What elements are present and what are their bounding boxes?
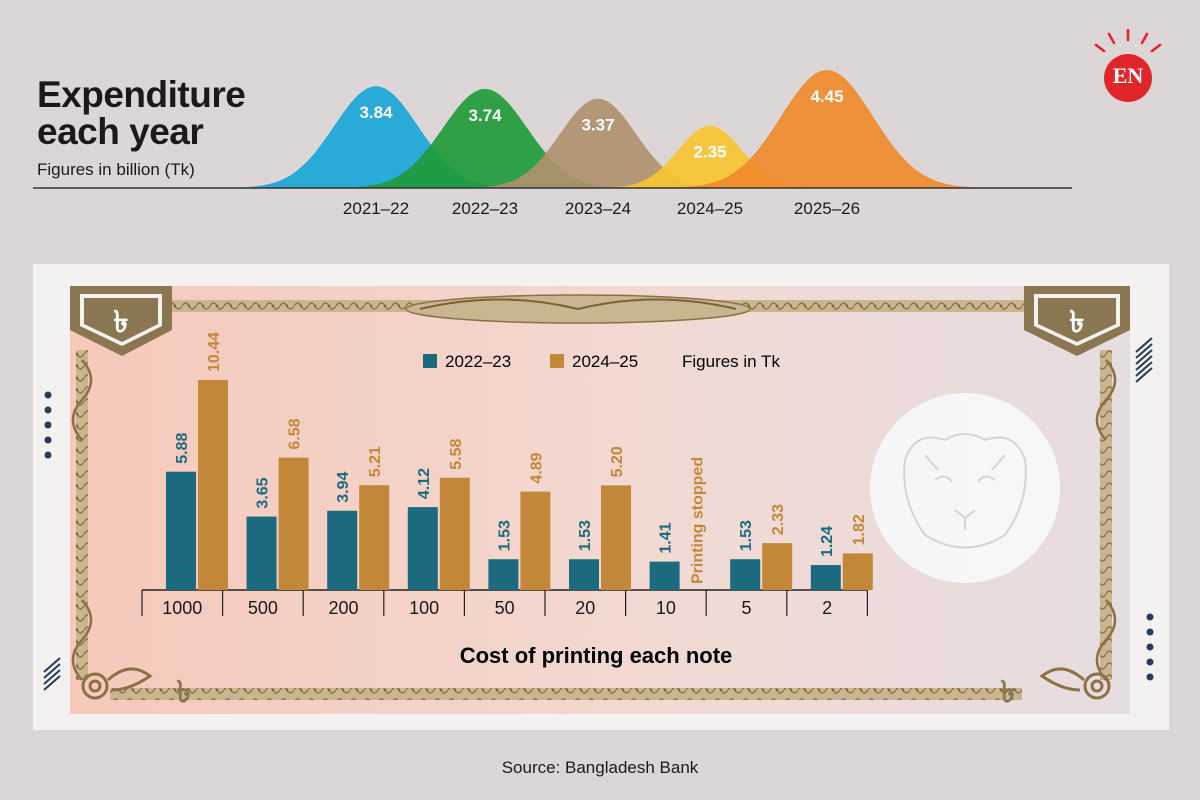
area-hump-2024–25 — [560, 125, 960, 188]
bar-2022-23-2 — [810, 565, 841, 590]
category-label: 1000 — [162, 598, 202, 618]
bar-2022-23-200 — [327, 510, 358, 590]
bar-chart-title: Cost of printing each note — [460, 643, 733, 668]
page-subtitle: Figures in billion (Tk) — [37, 160, 195, 179]
taka-symbol-bottom-right-icon: ৳ — [1001, 676, 1016, 709]
legend-swatch-2024-25 — [550, 354, 564, 368]
area-value-label: 3.74 — [468, 106, 502, 125]
left-border — [76, 350, 88, 680]
dots-right-icon — [1146, 613, 1154, 681]
bar-value-label: 1.53 — [577, 520, 594, 551]
tiger-watermark-icon — [903, 433, 1027, 549]
area-value-label: 2.35 — [693, 143, 726, 162]
area-value-label: 3.37 — [581, 116, 614, 135]
area-value-label: 4.45 — [810, 87, 843, 106]
dots-left-icon — [44, 391, 52, 459]
area-hump-2021–22 — [190, 86, 800, 188]
area-category-label: 2025–26 — [794, 199, 860, 218]
page-title: Expenditure each year — [37, 74, 246, 152]
bar-value-label: 4.12 — [416, 468, 433, 499]
category-label: 10 — [656, 598, 676, 618]
svg-text:৳: ৳ — [1070, 306, 1085, 339]
corner-ornament-bottom-right-icon — [1039, 667, 1111, 700]
bar-value-label: 5.58 — [448, 439, 465, 470]
legend-note: Figures in Tk — [682, 352, 780, 371]
bottom-border — [110, 688, 1022, 700]
bar-2022-23-5 — [730, 559, 761, 590]
area-value-label: 3.84 — [359, 103, 393, 122]
printing-stopped-annotation: Printing stopped — [690, 457, 707, 584]
watermark-circle — [870, 393, 1060, 583]
bar-value-label: 5.21 — [367, 446, 384, 477]
bar-value-label: 1.24 — [819, 526, 836, 557]
bar-value-label: 6.58 — [287, 418, 304, 449]
bar-2022-23-20 — [569, 559, 599, 590]
bar-value-label: 10.44 — [206, 332, 223, 372]
legend: 2022–23 2024–25 Figures in Tk — [423, 352, 780, 371]
sun-rays-icon — [1094, 28, 1162, 102]
area-hump-2025–26 — [600, 70, 1040, 188]
expenditure-area-chart: 3.84 2021–22 3.74 2022–23 3.37 2023–24 2.35 202… — [33, 70, 1072, 218]
bar-value-label: 5.88 — [174, 432, 191, 463]
category-label: 100 — [409, 598, 439, 618]
svg-text:৳: ৳ — [114, 306, 129, 339]
area-category-label: 2023–24 — [565, 199, 631, 218]
category-label: 5 — [741, 598, 751, 618]
area-category-label: 2024–25 — [677, 199, 743, 218]
bar-2024-25-20 — [601, 485, 631, 590]
side-scroll-right-icon — [1095, 359, 1117, 681]
bar-value-label: 1.82 — [851, 514, 868, 545]
category-label: 20 — [575, 598, 595, 618]
bar-value-label: 4.89 — [528, 452, 545, 483]
legend-label-series-1: 2022–23 — [445, 352, 511, 371]
area-category-label: 2022–23 — [452, 199, 518, 218]
bar-2022-23-50 — [488, 559, 519, 590]
logo-text: EN — [1112, 63, 1144, 88]
bar-2024-25-100 — [439, 477, 470, 590]
hatch-left-icon — [43, 657, 61, 691]
bar-2022-23-1000 — [166, 471, 196, 590]
bar-2024-25-200 — [359, 485, 390, 590]
taka-badge-top-right-icon: ৳ — [1024, 286, 1130, 356]
bar-2024-25-500 — [278, 457, 309, 590]
title-line-1: Expenditure — [37, 74, 246, 115]
hatch-right-icon — [1135, 337, 1153, 383]
bar-value-label: 3.65 — [255, 477, 272, 508]
legend-label-series-2: 2024–25 — [572, 352, 638, 371]
ornament-top-icon — [405, 294, 751, 324]
area-hump-2022–23 — [300, 88, 900, 188]
bar-2024-25-5 — [762, 543, 793, 590]
category-label: 50 — [495, 598, 515, 618]
taka-symbol-bottom-left-icon: ৳ — [177, 676, 192, 709]
category-label: 500 — [248, 598, 278, 618]
legend-swatch-2022-23 — [423, 354, 437, 368]
bar-2022-23-500 — [246, 516, 277, 590]
area-hump-2023–24 — [420, 98, 960, 188]
bar-2022-23-10 — [649, 561, 680, 590]
bar-value-label: 3.94 — [335, 472, 352, 503]
category-label: 200 — [328, 598, 358, 618]
bar-2022-23-100 — [407, 507, 438, 590]
corner-ornament-bottom-left-icon — [81, 667, 153, 700]
source-note: Source: Bangladesh Bank — [501, 758, 699, 777]
title-line-2: each year — [37, 111, 204, 152]
bar-value-label: 5.20 — [609, 446, 626, 477]
bar-2024-25-2 — [842, 553, 873, 590]
right-border — [1100, 350, 1112, 680]
side-scroll-left-icon — [71, 359, 93, 681]
bar-2024-25-1000 — [198, 380, 228, 590]
bar-2024-25-50 — [520, 491, 551, 590]
bar-value-label: 1.53 — [738, 520, 755, 551]
category-label: 2 — [822, 598, 832, 618]
bar-value-label: 1.53 — [496, 520, 513, 551]
bar-value-label: 2.33 — [770, 504, 787, 535]
bar-value-label: 1.41 — [658, 522, 675, 553]
bar-plot: 5.88 10.44 1000 3.65 6.58 500 3.94 5.21 200 4.12 5… — [141, 332, 873, 618]
taka-badge-top-left-icon: ৳ — [70, 286, 172, 356]
area-category-label: 2021–22 — [343, 199, 409, 218]
